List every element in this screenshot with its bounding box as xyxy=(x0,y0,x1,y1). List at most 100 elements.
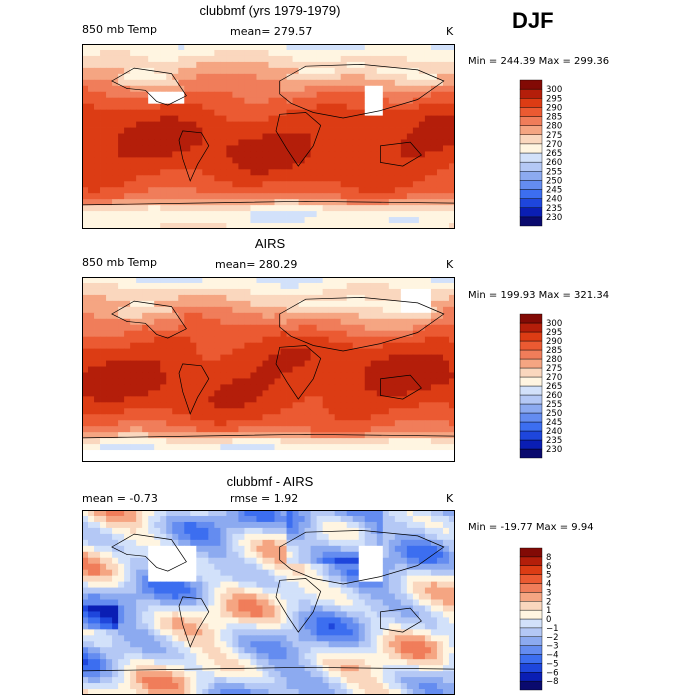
field-cell xyxy=(142,85,149,93)
coastline xyxy=(111,67,187,106)
field-cell xyxy=(238,79,245,87)
field-cell xyxy=(274,175,281,182)
field-cell xyxy=(388,575,396,583)
field-cell xyxy=(430,139,438,146)
field-cell xyxy=(436,175,444,182)
field-cell xyxy=(262,551,269,559)
field-cell xyxy=(406,127,414,134)
field-cell xyxy=(100,85,107,93)
field-cell xyxy=(406,342,414,350)
field-cell xyxy=(418,187,426,194)
field-cell xyxy=(310,103,318,111)
field-cell xyxy=(322,324,330,332)
field-cell xyxy=(340,211,348,218)
field-cell xyxy=(220,61,227,69)
field-cell xyxy=(166,372,173,379)
field-cell xyxy=(94,85,101,93)
field-cell xyxy=(382,121,390,128)
field-cell xyxy=(376,372,384,379)
field-cell xyxy=(118,539,125,547)
colorbar: 2302352402452502552602652702752802852902… xyxy=(519,79,562,227)
field-cell xyxy=(280,390,287,397)
field-cell xyxy=(400,288,408,296)
field-cell xyxy=(412,330,420,338)
field-cell xyxy=(196,408,203,415)
field-cell xyxy=(202,432,209,439)
field-cell xyxy=(334,438,342,445)
field-cell xyxy=(340,288,348,296)
field-cell xyxy=(190,354,197,361)
field-cell xyxy=(226,599,233,606)
field-cell xyxy=(352,384,360,391)
field-cell xyxy=(226,414,233,421)
field-cell xyxy=(430,372,438,379)
field-cell xyxy=(298,103,305,111)
field-cell xyxy=(106,312,113,320)
field-cell xyxy=(376,175,384,182)
field-cell xyxy=(274,205,281,212)
field-cell xyxy=(214,205,221,212)
field-cell xyxy=(256,420,263,427)
field-cell xyxy=(208,378,215,385)
field-cell xyxy=(292,294,299,302)
field-cell xyxy=(436,593,444,600)
field-cell xyxy=(88,300,95,308)
field-cell xyxy=(334,348,342,355)
field-cell xyxy=(304,510,312,517)
field-cell xyxy=(352,557,360,565)
field-cell xyxy=(178,97,185,105)
field-cell xyxy=(148,515,155,523)
field-cell xyxy=(298,432,305,439)
field-cell xyxy=(292,133,299,140)
field-cell xyxy=(286,318,293,326)
field-cell xyxy=(118,510,125,517)
field-cell xyxy=(82,587,89,594)
field-cell xyxy=(376,360,384,367)
field-cell xyxy=(94,378,101,385)
field-cell xyxy=(196,527,203,535)
field-cell xyxy=(442,103,450,111)
field-cell xyxy=(190,312,197,320)
field-cell xyxy=(172,139,179,146)
field-cell xyxy=(220,277,227,284)
field-cell xyxy=(406,384,414,391)
field-cell xyxy=(262,533,269,541)
field-cell xyxy=(166,175,173,182)
field-cell xyxy=(160,432,167,439)
field-cell xyxy=(238,605,245,612)
field-cell xyxy=(202,396,209,403)
field-cell xyxy=(352,199,360,206)
field-cell xyxy=(136,360,143,367)
field-cell xyxy=(424,527,432,535)
field-cell xyxy=(322,49,330,57)
field-cell xyxy=(130,539,137,547)
field-cell xyxy=(184,187,191,194)
field-cell xyxy=(118,432,125,439)
field-cell xyxy=(220,85,227,93)
field-cell xyxy=(346,193,354,200)
field-cell xyxy=(160,324,167,332)
field-cell xyxy=(298,390,305,397)
field-cell xyxy=(274,127,281,134)
field-cell xyxy=(388,605,396,612)
field-cell xyxy=(160,510,167,517)
field-cell xyxy=(448,587,455,594)
field-cell xyxy=(166,527,173,535)
field-cell xyxy=(418,169,426,176)
field-cell xyxy=(196,444,203,451)
colorbar-tick-label: 265 xyxy=(546,149,562,159)
field-cell xyxy=(412,527,420,535)
field-cell xyxy=(400,527,408,535)
field-cell xyxy=(436,61,444,69)
field-cell xyxy=(436,533,444,541)
field-cell xyxy=(118,300,125,308)
field-cell xyxy=(238,324,245,332)
field-cell xyxy=(238,396,245,403)
field-cell xyxy=(340,163,348,170)
field-cell xyxy=(304,97,312,105)
field-cell xyxy=(232,91,239,99)
field-cell xyxy=(184,288,191,296)
field-cell xyxy=(280,85,287,93)
field-cell xyxy=(208,456,215,462)
field-cell xyxy=(316,223,324,229)
